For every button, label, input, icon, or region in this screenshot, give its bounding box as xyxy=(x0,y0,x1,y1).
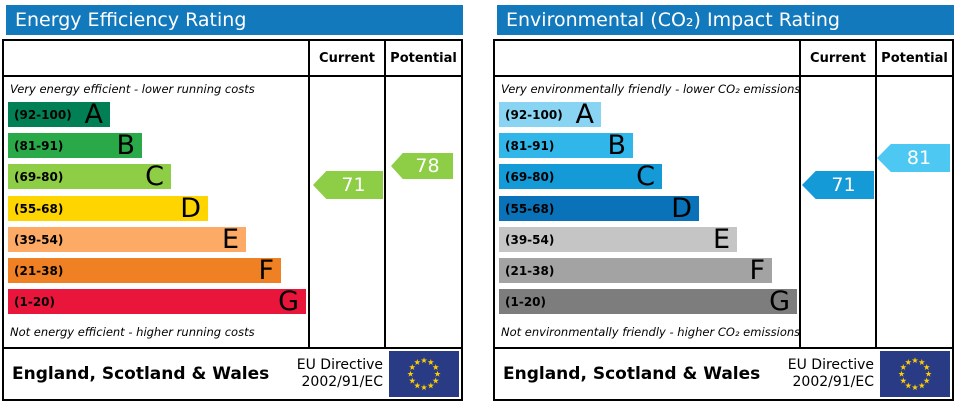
potential-column-header: Potential xyxy=(384,41,461,77)
eu-directive-line2: 2002/91/EC xyxy=(792,374,875,390)
current-rating-value: 71 xyxy=(831,174,856,196)
band-range: (39-54) xyxy=(505,232,555,247)
band-e: (39-54) E xyxy=(8,224,246,255)
band-letter: C xyxy=(636,161,655,192)
potential-rating-arrow: 78 xyxy=(391,153,453,179)
environmental-impact-panel: Environmental (CO₂) Impact Rating Curren… xyxy=(493,5,954,401)
band-letter: C xyxy=(145,161,164,192)
potential-rating-value: 78 xyxy=(415,155,440,177)
band-c: (69-80) C xyxy=(8,161,171,192)
current-column: 71 xyxy=(799,77,875,347)
current-rating-value: 71 xyxy=(341,174,366,196)
top-note: Very environmentally friendly - lower CO… xyxy=(501,82,799,96)
band-letter: A xyxy=(575,99,594,130)
potential-column: 78 xyxy=(384,77,461,347)
band-letter: B xyxy=(116,130,135,161)
current-rating-arrow: 71 xyxy=(802,171,874,199)
energy-efficiency-panel: Energy Efficiency Rating Current Potenti… xyxy=(2,5,463,401)
potential-column-header: Potential xyxy=(875,41,952,77)
band-a: (92-100) A xyxy=(499,99,601,130)
band-e: (39-54) E xyxy=(499,224,737,255)
eu-flag-icon xyxy=(880,351,950,397)
region-label: England, Scotland & Wales xyxy=(503,364,761,384)
band-d: (55-68) D xyxy=(8,193,208,224)
band-range: (81-91) xyxy=(14,138,64,153)
band-letter: F xyxy=(749,255,765,286)
band-range: (21-38) xyxy=(505,263,555,278)
band-f: (21-38) F xyxy=(8,255,281,286)
band-b: (81-91) B xyxy=(8,130,142,161)
table-corner-cell xyxy=(495,41,799,77)
band-a: (92-100) A xyxy=(8,99,110,130)
eu-directive-label: EU Directive 2002/91/EC xyxy=(297,357,383,392)
bottom-note: Not environmentally friendly - higher CO… xyxy=(501,325,799,339)
current-rating-arrow: 71 xyxy=(313,171,383,199)
band-range: (55-68) xyxy=(14,201,64,216)
potential-rating-arrow: 81 xyxy=(877,144,950,172)
band-letter: E xyxy=(712,224,730,255)
top-note: Very energy efficient - lower running co… xyxy=(10,82,255,96)
band-f: (21-38) F xyxy=(499,255,772,286)
region-label: England, Scotland & Wales xyxy=(12,364,270,384)
band-letter: E xyxy=(221,224,239,255)
band-d: (55-68) D xyxy=(499,193,699,224)
eu-directive-line1: EU Directive xyxy=(787,356,874,373)
eu-directive-line2: 2002/91/EC xyxy=(301,374,384,390)
band-g: (1-20) G xyxy=(8,286,306,317)
potential-rating-value: 81 xyxy=(906,147,932,169)
band-letter: G xyxy=(769,286,790,317)
band-g: (1-20) G xyxy=(499,286,797,317)
table-corner-cell xyxy=(4,41,308,77)
band-letter: B xyxy=(607,130,626,161)
band-range: (55-68) xyxy=(505,201,555,216)
band-range: (1-20) xyxy=(14,294,55,309)
band-letter: F xyxy=(258,255,274,286)
band-range: (81-91) xyxy=(505,138,555,153)
bottom-note: Not energy efficient - higher running co… xyxy=(10,325,255,339)
table-footer: England, Scotland & Wales EU Directive 2… xyxy=(4,347,461,399)
band-b: (81-91) B xyxy=(499,130,633,161)
eu-directive-label: EU Directive 2002/91/EC xyxy=(788,357,874,392)
band-range: (92-100) xyxy=(505,107,563,122)
panel-title-bar: Energy Efficiency Rating xyxy=(6,5,463,35)
panel-title: Environmental (CO₂) Impact Rating xyxy=(506,9,840,31)
band-c: (69-80) C xyxy=(499,161,662,192)
current-column: 71 xyxy=(308,77,384,347)
band-range: (69-80) xyxy=(14,169,64,184)
band-area: Very energy efficient - lower running co… xyxy=(4,77,308,347)
band-letter: G xyxy=(278,286,299,317)
panel-title: Energy Efficiency Rating xyxy=(15,9,247,31)
band-letter: D xyxy=(671,193,692,224)
band-range: (1-20) xyxy=(505,294,546,309)
current-column-header: Current xyxy=(799,41,875,77)
band-range: (21-38) xyxy=(14,263,64,278)
band-range: (92-100) xyxy=(14,107,72,122)
eu-directive-line1: EU Directive xyxy=(296,356,383,373)
rating-table: Current Potential Very energy efficient … xyxy=(2,39,463,401)
panel-title-bar: Environmental (CO₂) Impact Rating xyxy=(497,5,954,35)
band-range: (39-54) xyxy=(14,232,64,247)
band-range: (69-80) xyxy=(505,169,555,184)
table-footer: England, Scotland & Wales EU Directive 2… xyxy=(495,347,952,399)
band-letter: A xyxy=(84,99,103,130)
rating-table: Current Potential Very environmentally f… xyxy=(493,39,954,401)
current-column-header: Current xyxy=(308,41,384,77)
potential-column: 81 xyxy=(875,77,952,347)
eu-flag-icon xyxy=(389,351,459,397)
band-letter: D xyxy=(180,193,201,224)
band-area: Very environmentally friendly - lower CO… xyxy=(495,77,799,347)
